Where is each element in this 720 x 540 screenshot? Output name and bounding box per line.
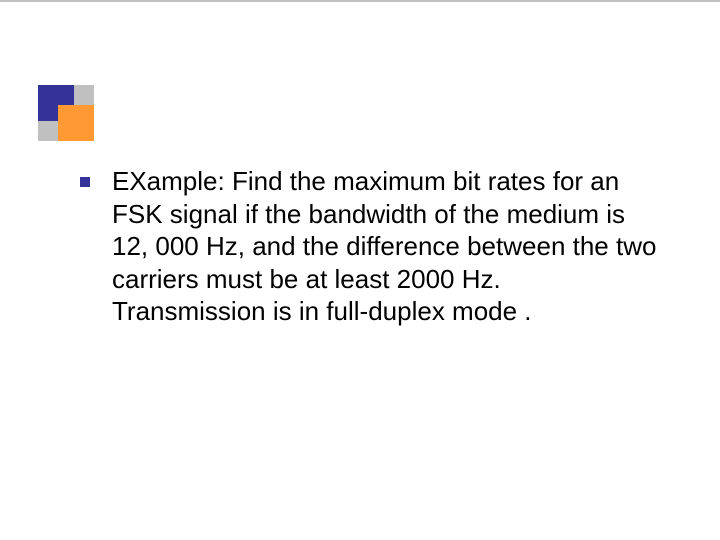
decoration-square-cluster [38, 85, 100, 141]
square-bullet-icon [80, 177, 90, 187]
decoration-square-orange [58, 105, 94, 141]
body-text: EXample: Find the maximum bit rates for … [112, 165, 660, 328]
decoration-square-grey-top-right [74, 85, 94, 105]
content-area: EXample: Find the maximum bit rates for … [80, 165, 660, 328]
decoration-top-rule [0, 0, 720, 2]
slide: EXample: Find the maximum bit rates for … [0, 0, 720, 540]
list-item: EXample: Find the maximum bit rates for … [80, 165, 660, 328]
decoration-square-grey-bottom-left [38, 121, 58, 141]
